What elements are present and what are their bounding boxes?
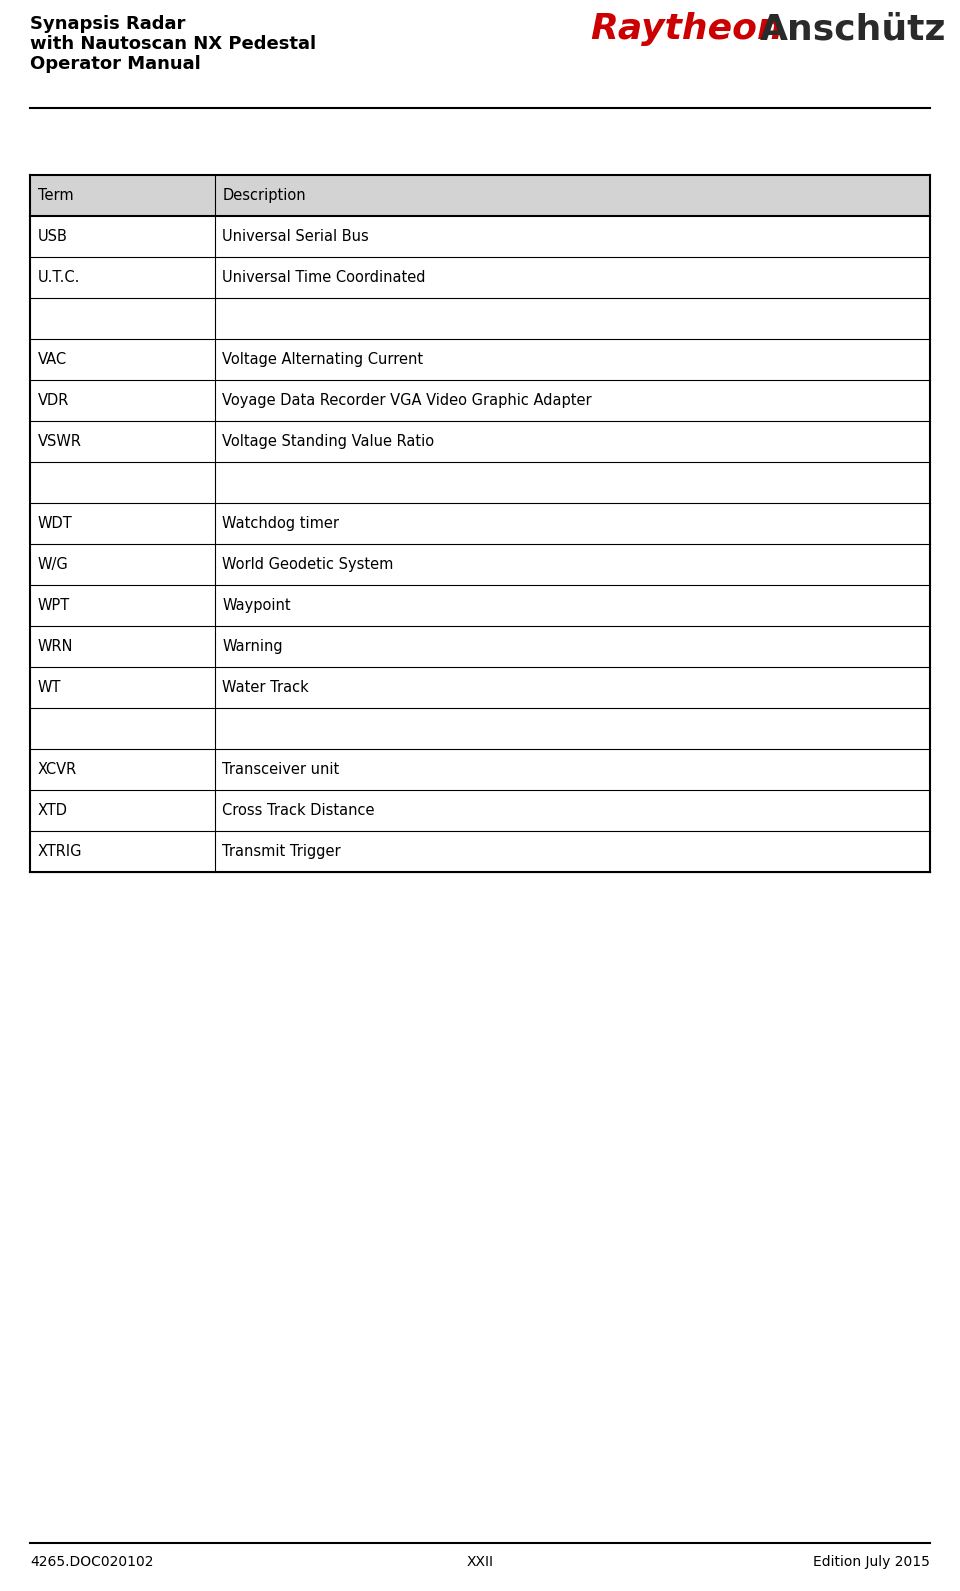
Text: Warning: Warning <box>223 640 283 654</box>
Text: WT: WT <box>38 679 61 695</box>
Text: XTD: XTD <box>38 803 68 818</box>
Text: with Nautoscan NX Pedestal: with Nautoscan NX Pedestal <box>30 35 316 53</box>
Text: Edition July 2015: Edition July 2015 <box>813 1554 930 1569</box>
Bar <box>30 175 930 216</box>
Text: Universal Serial Bus: Universal Serial Bus <box>223 229 370 243</box>
Text: Universal Time Coordinated: Universal Time Coordinated <box>223 270 426 285</box>
Text: Description: Description <box>223 188 306 204</box>
Bar <box>30 708 930 749</box>
Text: USB: USB <box>38 229 68 243</box>
Text: Waypoint: Waypoint <box>223 598 291 613</box>
Text: XXII: XXII <box>467 1554 493 1569</box>
Text: WPT: WPT <box>38 598 70 613</box>
Bar <box>30 749 930 791</box>
Bar <box>30 667 930 708</box>
Text: Voyage Data Recorder VGA Video Graphic Adapter: Voyage Data Recorder VGA Video Graphic A… <box>223 393 592 407</box>
Text: Synapsis Radar: Synapsis Radar <box>30 14 185 33</box>
Bar <box>30 544 930 585</box>
Text: WDT: WDT <box>38 515 73 531</box>
Text: Transceiver unit: Transceiver unit <box>223 762 340 776</box>
Text: Voltage Alternating Current: Voltage Alternating Current <box>223 352 423 368</box>
Bar <box>30 585 930 625</box>
Bar <box>30 503 930 544</box>
Bar <box>30 380 930 422</box>
Text: WRN: WRN <box>38 640 74 654</box>
Bar <box>30 625 930 667</box>
Text: 4265.DOC020102: 4265.DOC020102 <box>30 1554 154 1569</box>
Text: Raytheon: Raytheon <box>590 13 782 46</box>
Text: Operator Manual: Operator Manual <box>30 56 201 73</box>
Text: VDR: VDR <box>38 393 69 407</box>
Bar <box>30 216 930 258</box>
Text: W/G: W/G <box>38 557 69 573</box>
Bar <box>30 339 930 380</box>
Text: World Geodetic System: World Geodetic System <box>223 557 394 573</box>
Text: Cross Track Distance: Cross Track Distance <box>223 803 375 818</box>
Bar <box>30 791 930 831</box>
Text: XTRIG: XTRIG <box>38 843 83 859</box>
Bar <box>30 422 930 461</box>
Bar <box>30 461 930 503</box>
Text: Term: Term <box>38 188 74 204</box>
Text: Water Track: Water Track <box>223 679 309 695</box>
Bar <box>30 831 930 872</box>
Bar <box>30 298 930 339</box>
Text: U.T.C.: U.T.C. <box>38 270 81 285</box>
Bar <box>30 258 930 298</box>
Text: Anschütz: Anschütz <box>760 13 947 46</box>
Text: XCVR: XCVR <box>38 762 77 776</box>
Text: Watchdog timer: Watchdog timer <box>223 515 340 531</box>
Text: VAC: VAC <box>38 352 67 368</box>
Text: Voltage Standing Value Ratio: Voltage Standing Value Ratio <box>223 434 435 449</box>
Text: Transmit Trigger: Transmit Trigger <box>223 843 341 859</box>
Text: VSWR: VSWR <box>38 434 82 449</box>
